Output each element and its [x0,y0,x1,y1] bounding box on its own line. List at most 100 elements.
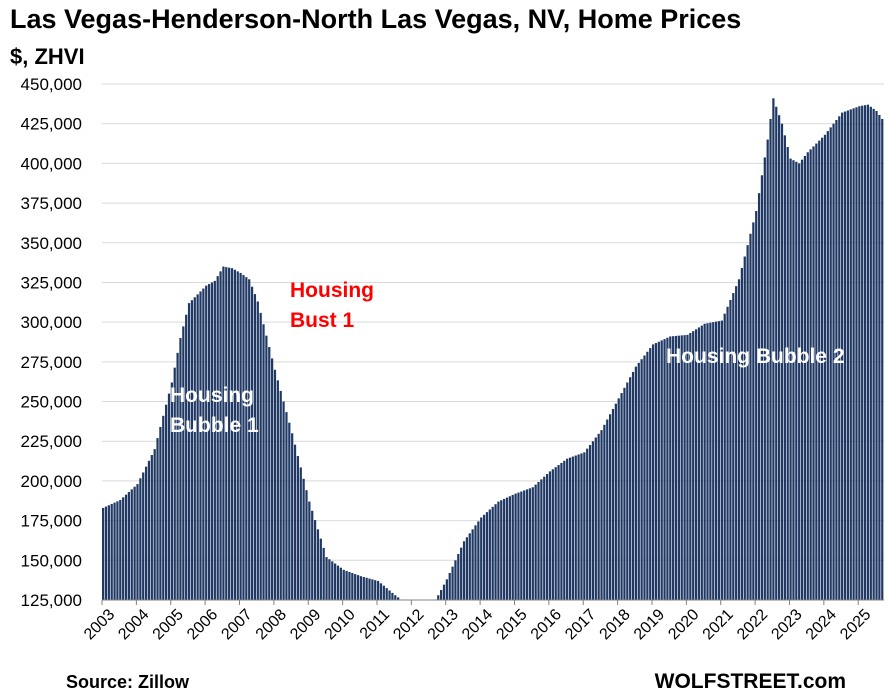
bar [394,595,397,600]
bar [603,424,606,600]
bar [480,517,483,600]
bar [471,529,474,600]
bar [342,569,345,600]
bar [302,478,305,600]
annotation-housing-bubble-2: Housing Bubble 2 [666,345,845,368]
bar [637,362,640,600]
bar [798,163,801,600]
bar [829,127,832,601]
bar [133,486,136,600]
bar [820,137,824,600]
bar [371,579,374,600]
y-axis: 125,000 150,000 175,000 200,000 225,000 250,0… [21,75,82,610]
bar [689,333,692,600]
bar [566,458,569,600]
bar [500,500,503,600]
annotation-housing-bust-1: Housing Bust 1 [290,279,374,332]
bar [170,382,173,600]
y-tick-label: 425,000 [21,115,82,134]
bar [207,284,211,600]
bar [222,266,225,600]
bar [763,157,766,600]
bar [325,557,328,600]
bar [591,441,595,600]
bar [385,588,388,600]
bar [600,430,603,600]
bar [694,329,698,600]
x-tick-label: 2004 [115,606,152,643]
bar [680,335,683,600]
bar [345,570,348,600]
bar [365,577,368,600]
bar [769,118,772,601]
bar [835,119,838,601]
bar [843,111,847,601]
bar [560,462,563,600]
bar [144,466,148,600]
bar [858,106,861,600]
bar [812,146,815,600]
bar [677,335,680,600]
bar [282,401,285,600]
bar [356,575,360,600]
bar [503,498,506,600]
bar [113,502,116,600]
bar [199,291,202,600]
bar [354,574,357,600]
bar [271,358,274,600]
x-tick-label: 2006 [184,606,221,643]
x-tick-label: 2019 [631,606,668,643]
bar [723,313,726,600]
bar [849,109,852,601]
bar [757,193,761,600]
bar [760,175,764,601]
bar [130,489,133,600]
x-tick-label: 2005 [150,606,187,643]
bar [806,152,809,600]
bar [442,584,446,600]
bar [752,222,755,600]
bar [104,506,108,600]
bar [726,306,729,600]
bar [374,580,377,600]
x-tick-label: 2021 [700,606,737,643]
bar [818,140,821,600]
y-tick-label: 350,000 [21,234,82,253]
bar [505,497,509,600]
bar [872,108,875,601]
bar [545,474,549,600]
bar [110,503,113,600]
bar [319,538,322,600]
bar [460,547,463,600]
bar [626,382,629,600]
bar [517,492,520,600]
bar [881,118,884,601]
bar [376,580,380,600]
bar [528,488,532,600]
chart-subtitle: $, ZHVI [10,44,85,69]
bar [746,245,749,600]
x-tick-label: 2010 [322,606,359,643]
bar [669,336,672,600]
bar [351,573,354,600]
bar [213,280,216,600]
bar [580,453,583,600]
bar [397,597,400,600]
bar [855,107,858,600]
bar [775,106,778,600]
bar [809,149,812,601]
x-tick-label: 2013 [425,606,462,643]
x-tick-label: 2014 [459,606,496,643]
bar [153,449,156,600]
bar [296,456,300,600]
bar [700,325,703,600]
bar [477,521,480,600]
bar [540,479,543,600]
bar [279,390,282,600]
bar [826,131,829,600]
bar [250,286,254,600]
bar [382,585,385,600]
bar [293,444,297,600]
bar [202,288,205,600]
